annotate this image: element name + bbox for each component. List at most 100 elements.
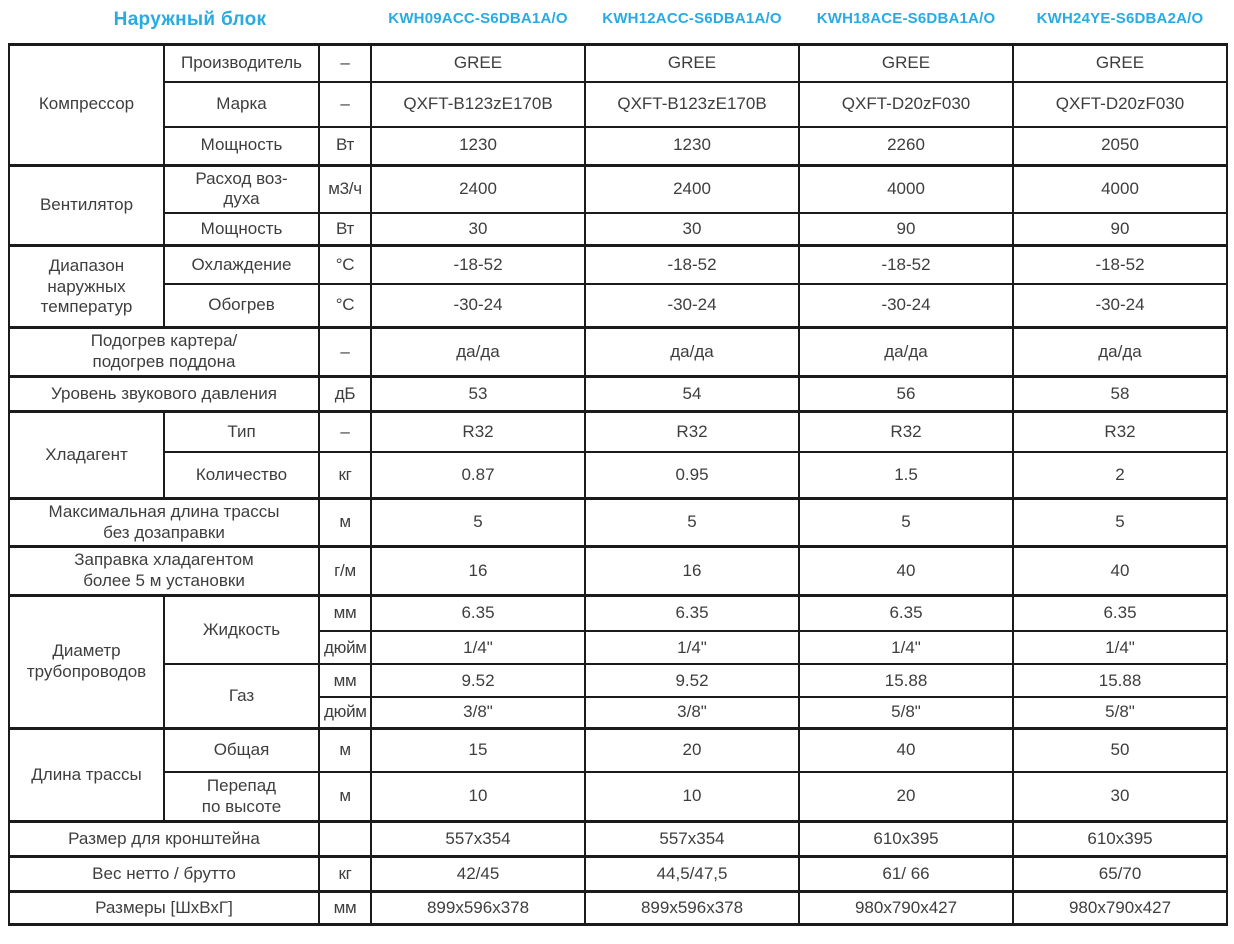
value-cell: 0.95: [584, 451, 801, 500]
value-cell: 9.52: [584, 663, 801, 699]
unit-cell: °С: [317, 244, 373, 285]
unit-cell: –: [317, 409, 373, 454]
unit-cell: мм: [317, 593, 373, 633]
table-row: Мощность Вт 1230 1230 2260 2050: [9, 126, 1229, 166]
value-cell: GREE: [1012, 42, 1229, 83]
row-label-cell: Заправка хладагентом более 5 м установки: [8, 545, 320, 597]
value-cell: 2400: [584, 163, 801, 214]
value-cell: 20: [798, 771, 1015, 823]
unit-cell: °С: [317, 282, 373, 329]
model-header-3: KWH18ACE-S6DBA1A/O: [816, 10, 996, 28]
value-cell: 15.88: [798, 663, 1015, 699]
table-row: Газ мм 9.52 9.52 15.88 15.88: [9, 663, 1229, 730]
table-row: Мощность Вт 30 30 90 90: [9, 211, 1229, 247]
unit-cell: –: [317, 326, 373, 378]
unit-cell: кг: [317, 854, 373, 893]
value-cell: -30-24: [370, 282, 587, 329]
param-cell: Перепад по высоте: [163, 771, 320, 823]
unit-cell: мм: [317, 663, 373, 699]
group-cell-pipe-diameter: Диаметр трубопроводов: [8, 593, 165, 730]
value-cell: GREE: [370, 42, 587, 83]
value-cell: 56: [798, 374, 1015, 413]
value-cell: 10: [584, 771, 801, 823]
unit-cell: –: [317, 81, 373, 128]
value-cell: 610x395: [1012, 819, 1229, 858]
param-cell: Производитель: [163, 42, 320, 83]
table-row: Заправка хладагентом более 5 м установки…: [8, 545, 1229, 597]
row-label-cell: Размер для кронштейна: [8, 819, 320, 858]
unit-cell: Вт: [317, 211, 373, 247]
unit-cell: –: [317, 42, 373, 83]
value-cell: 1/4": [798, 630, 1015, 666]
value-cell: 1.5: [798, 451, 1015, 500]
value-cell: да/да: [1012, 326, 1229, 378]
value-cell: 16: [584, 545, 801, 597]
value-cell: GREE: [798, 42, 1015, 83]
value-cell: 42/45: [370, 854, 587, 893]
group-cell-fan: Вентилятор: [8, 163, 165, 247]
model-header-1: KWH09ACC-S6DBA1A/O: [388, 10, 568, 28]
table-row: Хладагент Тип – R32 R32 R32 R32: [8, 409, 1229, 500]
param-cell: Марка: [163, 81, 320, 128]
param-cell: Охлаждение: [163, 244, 320, 285]
table-row: Длина трассы Общая м 15 20 40 50: [8, 726, 1229, 823]
param-cell: Тип: [163, 409, 320, 454]
value-cell: QXFT-B123zE170B: [370, 81, 587, 128]
value-cell: 61/ 66: [798, 854, 1015, 893]
value-cell: R32: [1012, 409, 1229, 454]
page-title: Наружный блок: [113, 8, 267, 30]
group-cell-line-length: Длина трассы: [8, 726, 165, 823]
table-row: Максимальная длина трассы без дозаправки…: [8, 496, 1229, 548]
value-cell: 15.88: [1012, 663, 1229, 699]
value-cell: GREE: [584, 42, 801, 83]
value-cell: 90: [798, 211, 1015, 247]
value-cell: 44,5/47,5: [584, 854, 801, 893]
model-header-4: KWH24YE-S6DBA2A/O: [1036, 10, 1204, 28]
value-cell: 2: [1012, 451, 1229, 500]
value-cell: -30-24: [1012, 282, 1229, 329]
value-cell: 1/4": [370, 630, 587, 666]
group-cell-refrigerant: Хладагент: [8, 409, 165, 500]
unit-cell: м: [317, 771, 373, 823]
param-cell: Мощность: [163, 211, 320, 247]
value-cell: R32: [798, 409, 1015, 454]
row-label-cell: Максимальная длина трассы без дозаправки: [8, 496, 320, 548]
table-row: дюйм 1/4" 1/4" 1/4" 1/4": [9, 630, 1229, 666]
value-cell: 0.87: [370, 451, 587, 500]
table-row: Перепад по высоте м 10 10 20 30: [9, 771, 1229, 823]
value-cell: 40: [1012, 545, 1229, 597]
unit-cell: дюйм: [317, 696, 373, 730]
value-cell: 5/8": [1012, 696, 1229, 730]
outdoor-unit-spec-table: Наружный блок KWH09ACC-S6DBA1A/O KWH12AC…: [8, 0, 1229, 926]
table-row: Размеры [ШхВхГ] мм 899x596x378 899x596x3…: [8, 889, 1229, 926]
value-cell: QXFT-D20zF030: [1012, 81, 1229, 128]
value-cell: 16: [370, 545, 587, 597]
table-row: Количество кг 0.87 0.95 1.5 2: [9, 451, 1229, 500]
value-cell: 6.35: [584, 593, 801, 633]
unit-cell: Вт: [317, 126, 373, 166]
value-cell: 980x790x427: [1012, 889, 1229, 926]
value-cell: -30-24: [798, 282, 1015, 329]
value-cell: 40: [798, 545, 1015, 597]
value-cell: 610x395: [798, 819, 1015, 858]
value-cell: 53: [370, 374, 587, 413]
value-cell: -18-52: [370, 244, 587, 285]
value-cell: R32: [370, 409, 587, 454]
value-cell: 5: [584, 496, 801, 548]
value-cell: 5: [1012, 496, 1229, 548]
model-header-2: KWH12ACC-S6DBA1A/O: [602, 10, 782, 28]
unit-cell: [317, 819, 373, 858]
value-cell: 557x354: [584, 819, 801, 858]
value-cell: 3/8": [584, 696, 801, 730]
value-cell: 50: [1012, 726, 1229, 774]
table-row: дюйм 3/8" 3/8" 5/8" 5/8": [9, 696, 1229, 730]
value-cell: 15: [370, 726, 587, 774]
value-cell: -30-24: [584, 282, 801, 329]
value-cell: 40: [798, 726, 1015, 774]
value-cell: 2400: [370, 163, 587, 214]
param-cell: Жидкость: [163, 593, 320, 666]
table-row: Марка – QXFT-B123zE170B QXFT-B123zE170B …: [9, 81, 1229, 128]
table-header-row: Наружный блок KWH09ACC-S6DBA1A/O KWH12AC…: [9, 0, 1227, 44]
group-cell-compressor: Компрессор: [8, 42, 165, 166]
